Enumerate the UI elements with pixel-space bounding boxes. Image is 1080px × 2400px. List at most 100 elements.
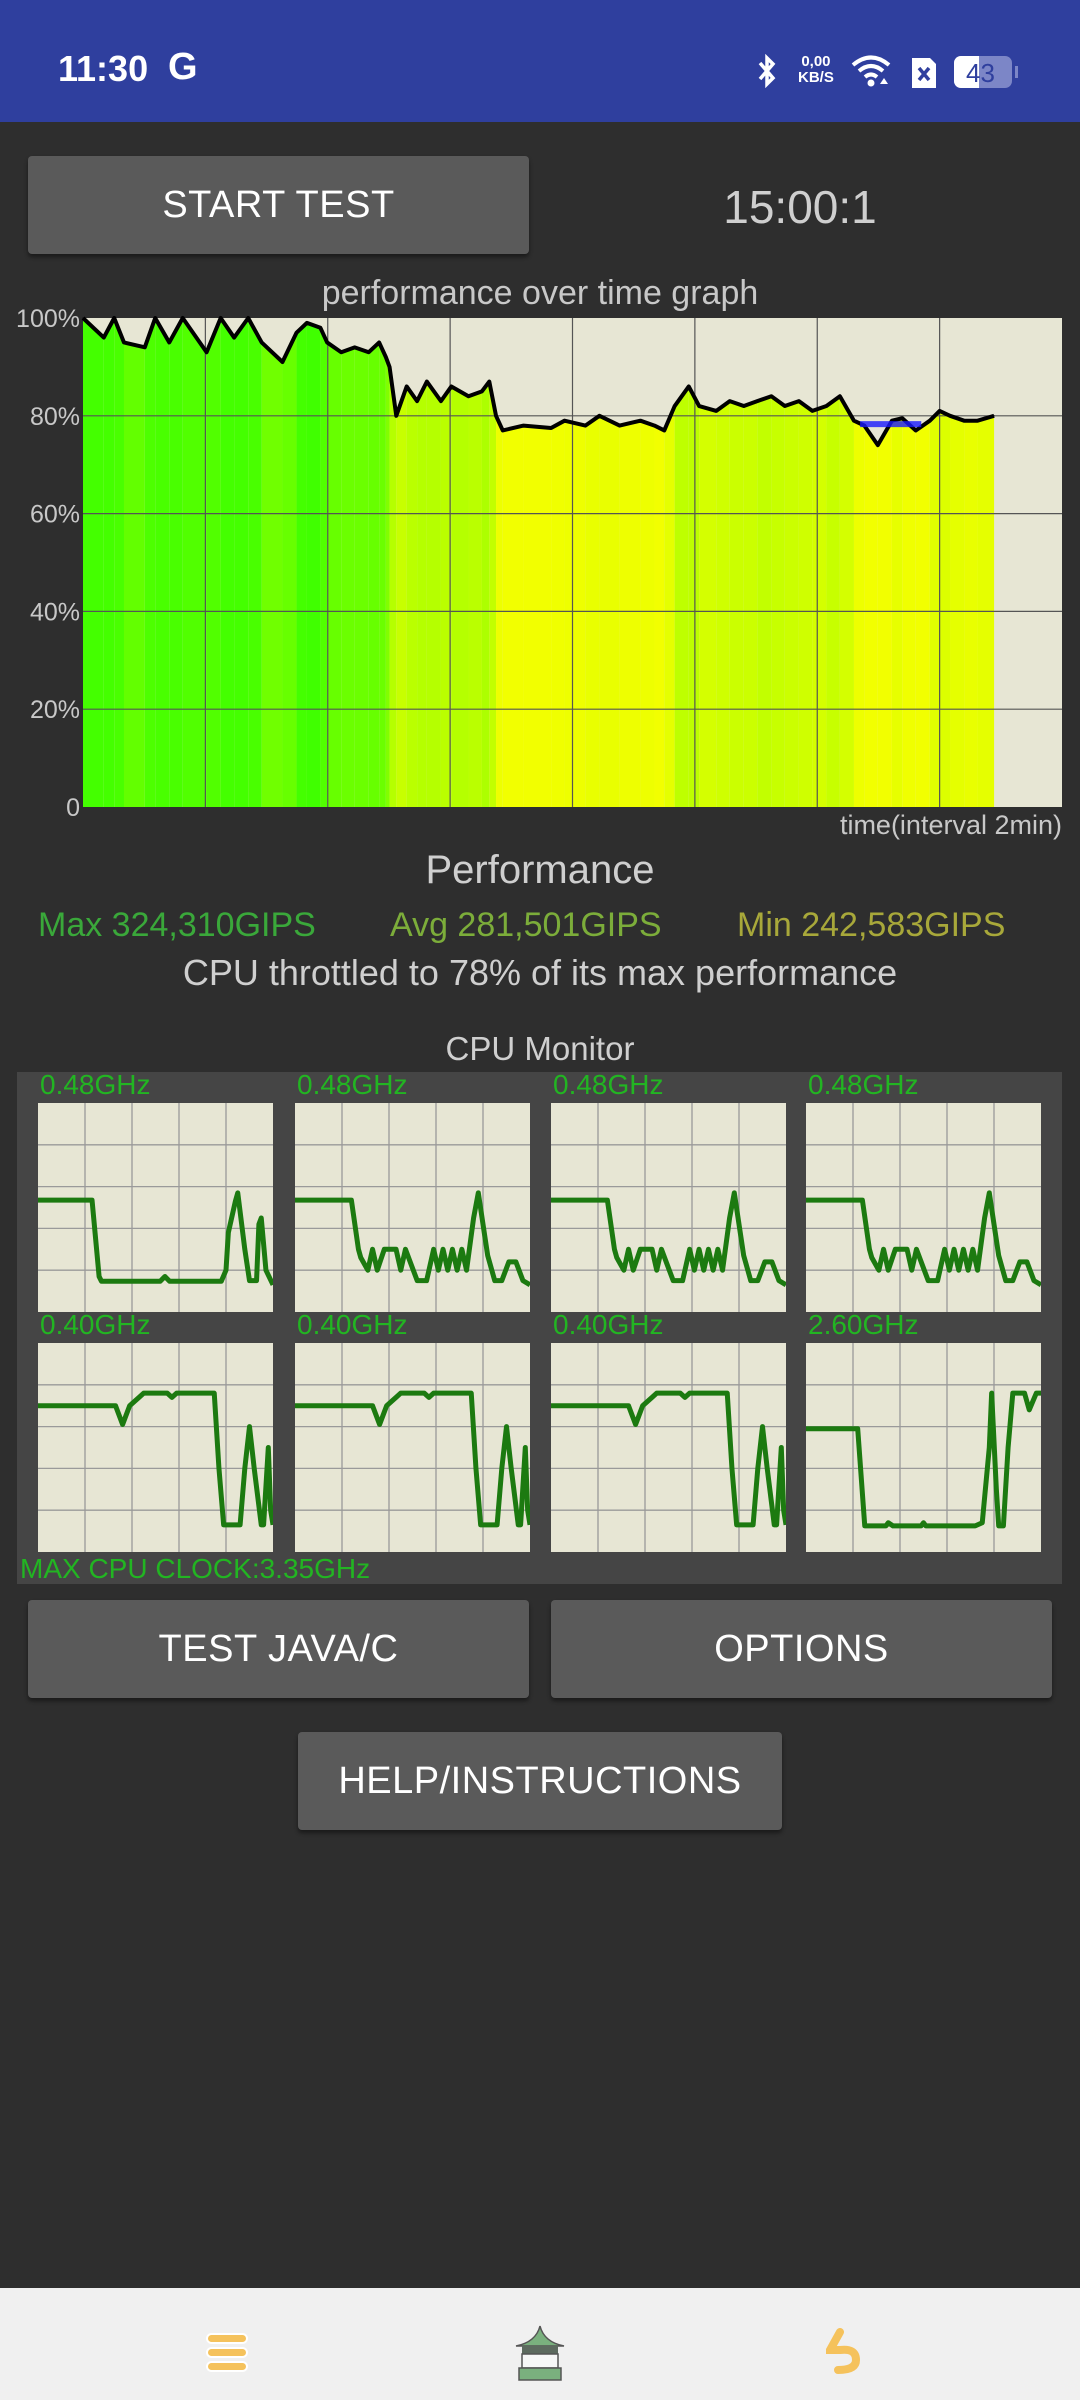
performance-fill-segment (481, 381, 490, 807)
home-icon[interactable] (512, 2324, 568, 2382)
core-frequency-label: 0.48GHz (297, 1069, 408, 1100)
performance-fill-segment (296, 322, 307, 807)
performance-fill-segment (664, 406, 675, 807)
performance-fill-segment (640, 420, 655, 807)
performance-point (584, 425, 586, 427)
performance-fill-segment (699, 406, 717, 807)
menu-icon[interactable] (204, 2330, 250, 2374)
y-tick-label: 0 (66, 794, 80, 822)
performance-point (798, 400, 800, 402)
performance-fill-segment (169, 318, 183, 807)
options-button[interactable]: OPTIONS (551, 1600, 1052, 1698)
performance-fill-segment (261, 342, 283, 807)
performance-fill-segment (688, 386, 700, 807)
core-5-chart (295, 1343, 530, 1552)
performance-fill-segment (939, 410, 951, 807)
performance-fill-segment (757, 396, 772, 807)
performance-point (354, 346, 356, 348)
core-frequency-label: 2.60GHz (808, 1309, 919, 1340)
performance-point (564, 420, 566, 422)
performance-fill-segment (523, 425, 552, 807)
performance-point (939, 410, 941, 412)
start-test-button[interactable]: START TEST (28, 156, 529, 254)
core-7-chart (806, 1343, 1041, 1552)
performance-fill-segment (206, 318, 221, 807)
performance-point (368, 351, 370, 353)
battery-tip (1015, 66, 1018, 78)
performance-point (326, 341, 328, 343)
performance-point (756, 400, 758, 402)
performance-point (389, 366, 391, 368)
wifi-icon (851, 55, 891, 87)
performance-point (729, 400, 731, 402)
performance-point (949, 415, 951, 417)
performance-fill-segment (440, 386, 452, 807)
performance-fill-segment (327, 342, 342, 807)
net-speed: 0,00 KB/S (798, 54, 834, 86)
performance-fill-segment (729, 401, 744, 807)
core-frequency-line (806, 1390, 1041, 1529)
test-java-c-button[interactable]: TEST JAVA/C (28, 1600, 529, 1698)
performance-point (481, 390, 483, 392)
performance-point (784, 405, 786, 407)
throttle-summary: CPU throttled to 78% of its max performa… (182, 952, 898, 993)
avg-gips: Avg 281,501GIPS (390, 906, 662, 944)
cpu-monitor-title: CPU Monitor (445, 1030, 635, 1067)
performance-fill-segment (619, 420, 641, 807)
performance-fill-segment (341, 347, 355, 807)
core-chart-background (295, 1103, 530, 1312)
y-tick-label: 20% (30, 696, 80, 724)
performance-point (233, 337, 235, 339)
performance-point (811, 410, 813, 412)
performance-point (698, 405, 700, 407)
performance-point (825, 405, 827, 407)
performance-point (488, 381, 490, 383)
performance-fill-segment (248, 318, 262, 807)
carrier-g-icon: G (168, 46, 198, 88)
y-tick-label: 80% (30, 403, 80, 431)
performance-point (495, 415, 497, 417)
core-6-chart (551, 1343, 786, 1552)
performance-point (340, 351, 342, 353)
max-gips: Max 324,310GIPS (38, 906, 316, 944)
performance-point (378, 341, 380, 343)
performance-graph: 100% 80% 60% 40% 20% 0 (16, 305, 1062, 822)
performance-fill-segment (564, 420, 586, 807)
performance-point (502, 429, 504, 431)
performance-fill-segment (964, 420, 978, 807)
performance-point (619, 425, 621, 427)
performance-fill-segment (771, 396, 785, 807)
performance-fill-segment (385, 357, 390, 807)
help-instructions-button[interactable]: HELP/INSTRUCTIONS (298, 1732, 782, 1830)
core-frequency-line (295, 1190, 530, 1287)
performance-point (261, 341, 263, 343)
core-frequency-line (806, 1190, 1041, 1287)
performance-fill-segment (103, 318, 115, 807)
back-icon[interactable] (826, 2328, 872, 2378)
performance-fill-segment (379, 342, 386, 807)
core-frequency-line (551, 1390, 786, 1528)
performance-fill-segment (406, 386, 418, 807)
core-frequency-label: 0.48GHz (808, 1069, 919, 1100)
performance-fill-segment (891, 418, 903, 807)
performance-point (450, 385, 452, 387)
performance-fill-segment (839, 396, 854, 807)
performance-fill-segment (929, 410, 940, 807)
performance-fill-segment (114, 318, 124, 807)
performance-point (963, 420, 965, 422)
performance-point (853, 420, 855, 422)
max-cpu-clock: MAX CPU CLOCK:3.35GHz (20, 1553, 371, 1584)
performance-point (915, 429, 917, 431)
y-tick-label: 100% (16, 305, 80, 333)
min-gips: Min 242,583GIPS (737, 906, 1006, 944)
performance-point (182, 317, 184, 319)
performance-point (82, 317, 84, 319)
core-frequency-line (295, 1390, 530, 1528)
performance-point (688, 385, 690, 387)
graph-title: performance over time graph (321, 274, 759, 312)
performance-fill-segment (306, 322, 321, 807)
performance-fill-segment (915, 420, 930, 807)
navigation-bar (0, 2288, 1080, 2400)
performance-fill-segment (864, 425, 878, 807)
performance-point (113, 317, 115, 319)
